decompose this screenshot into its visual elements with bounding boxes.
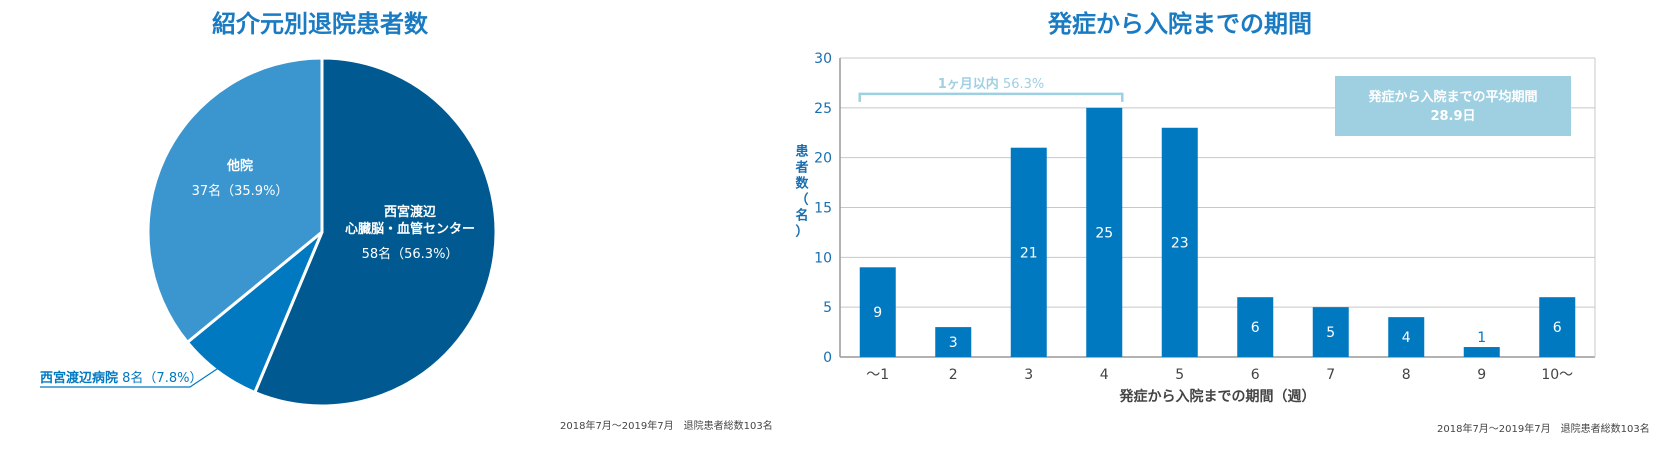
- pie-slice-1-leader: [40, 364, 224, 388]
- bar-value-label-8: 1: [1477, 330, 1486, 346]
- x-tick-label-2: 3: [1024, 367, 1033, 383]
- x-tick-label-0: ～1: [866, 367, 889, 383]
- pie-slice-2-value: 37名（35.9%）: [192, 183, 289, 199]
- y-axis-label-char-1: 者: [794, 160, 808, 176]
- y-tick-label-5: 25: [814, 101, 832, 117]
- pie-slice-0-value: 58名（56.3%）: [362, 246, 459, 262]
- x-tick-label-3: 4: [1100, 367, 1109, 383]
- y-tick-label-1: 5: [823, 300, 832, 316]
- bar-value-label-9: 6: [1553, 320, 1562, 336]
- y-axis-label-char-3: （: [795, 192, 808, 208]
- bracket-label-text: 1ヶ月以内: [938, 76, 999, 92]
- pie-slice-1-value: 8名（7.8%）: [118, 370, 202, 386]
- pie-slice-0: [252, 56, 498, 408]
- x-tick-label-6: 7: [1326, 367, 1335, 383]
- bar-5: [1237, 297, 1274, 357]
- x-tick-label-7: 8: [1402, 367, 1411, 383]
- average-callout-line1: 発症から入院までの平均期間: [1367, 89, 1537, 105]
- bar-value-label-2: 21: [1020, 245, 1038, 261]
- x-tick-label-8: 9: [1477, 367, 1486, 383]
- bar-8: [1463, 347, 1500, 357]
- pie-slice-1-label: 西宮渡辺病院 8名（7.8%）: [40, 370, 202, 386]
- y-axis-label-char-4: 名: [795, 208, 808, 224]
- y-tick-label-6: 30: [814, 51, 832, 67]
- bar-4: [1161, 127, 1198, 358]
- bar-chart-title: 発症から入院までの期間: [1048, 10, 1312, 38]
- bar-2: [1010, 147, 1047, 357]
- pie-footnote: 2018年7月～2019年7月 退院患者総数103名: [560, 421, 773, 432]
- bar-value-label-1: 3: [949, 335, 958, 351]
- bar-6: [1312, 307, 1349, 357]
- bar-footnote: 2018年7月～2019年7月 退院患者総数103名: [1437, 424, 1650, 435]
- x-tick-label-4: 5: [1175, 367, 1184, 383]
- bar-7: [1388, 317, 1425, 357]
- pie-slice-0-label: 西宮渡辺: [384, 204, 436, 220]
- bar-1: [935, 327, 972, 357]
- bar-value-label-6: 5: [1326, 325, 1335, 341]
- bar-value-label-0: 9: [873, 305, 882, 321]
- bracket-line: [858, 92, 1124, 102]
- y-axis-label-char-5: ）: [795, 224, 808, 240]
- x-tick-label-1: 2: [949, 367, 958, 383]
- average-callout-box: [1335, 76, 1571, 136]
- average-callout-line2: 28.9日: [1430, 109, 1475, 124]
- bar-value-label-7: 4: [1402, 330, 1411, 346]
- bar-9: [1539, 297, 1576, 357]
- x-tick-label-5: 6: [1251, 367, 1260, 383]
- pie-slice-2-label: 他院: [226, 158, 253, 174]
- bar-0: [859, 267, 896, 357]
- y-tick-label-3: 15: [814, 201, 832, 217]
- y-tick-label-4: 20: [814, 151, 832, 167]
- y-tick-label-0: 0: [823, 350, 832, 366]
- pie-slice-0-label: 心臓脳・血管センター: [345, 221, 475, 237]
- bar-value-label-4: 23: [1171, 235, 1189, 251]
- x-tick-label-9: 10～: [1541, 367, 1573, 383]
- pie-slice-2: [146, 56, 324, 345]
- bracket-label-percent: 56.3%: [999, 77, 1044, 92]
- y-axis-label-char-0: 患: [795, 144, 808, 160]
- x-axis-label: 発症から入院までの期間（週）: [1119, 388, 1316, 405]
- pie-slice-1-label-name: 西宮渡辺病院: [40, 370, 118, 386]
- bar-value-label-3: 25: [1095, 225, 1113, 241]
- bar-value-label-5: 6: [1251, 320, 1260, 336]
- bracket-label: 1ヶ月以内 56.3%: [938, 76, 1044, 92]
- bar-3: [1086, 107, 1123, 357]
- y-axis-label-char-2: 数: [795, 176, 809, 192]
- pie-chart-title: 紹介元別退院患者数: [212, 10, 428, 38]
- y-tick-label-2: 10: [814, 250, 832, 266]
